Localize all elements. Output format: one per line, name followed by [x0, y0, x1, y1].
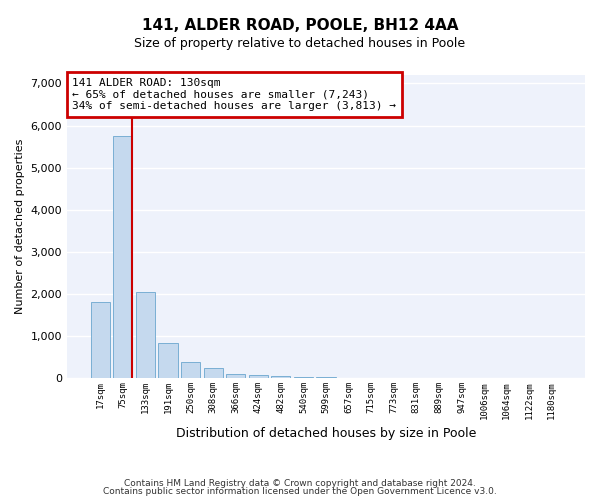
- Bar: [271, 376, 290, 378]
- Text: Contains public sector information licensed under the Open Government Licence v3: Contains public sector information licen…: [103, 487, 497, 496]
- Bar: [91, 302, 110, 378]
- Bar: [136, 292, 155, 378]
- Bar: [294, 377, 313, 378]
- Y-axis label: Number of detached properties: Number of detached properties: [15, 139, 25, 314]
- Text: 141, ALDER ROAD, POOLE, BH12 4AA: 141, ALDER ROAD, POOLE, BH12 4AA: [142, 18, 458, 32]
- X-axis label: Distribution of detached houses by size in Poole: Distribution of detached houses by size …: [176, 427, 476, 440]
- Bar: [248, 375, 268, 378]
- Text: Size of property relative to detached houses in Poole: Size of property relative to detached ho…: [134, 38, 466, 51]
- Bar: [158, 344, 178, 378]
- Text: 141 ALDER ROAD: 130sqm
← 65% of detached houses are smaller (7,243)
34% of semi-: 141 ALDER ROAD: 130sqm ← 65% of detached…: [72, 78, 396, 111]
- Bar: [203, 368, 223, 378]
- Bar: [113, 136, 133, 378]
- Bar: [226, 374, 245, 378]
- Text: Contains HM Land Registry data © Crown copyright and database right 2024.: Contains HM Land Registry data © Crown c…: [124, 478, 476, 488]
- Bar: [181, 362, 200, 378]
